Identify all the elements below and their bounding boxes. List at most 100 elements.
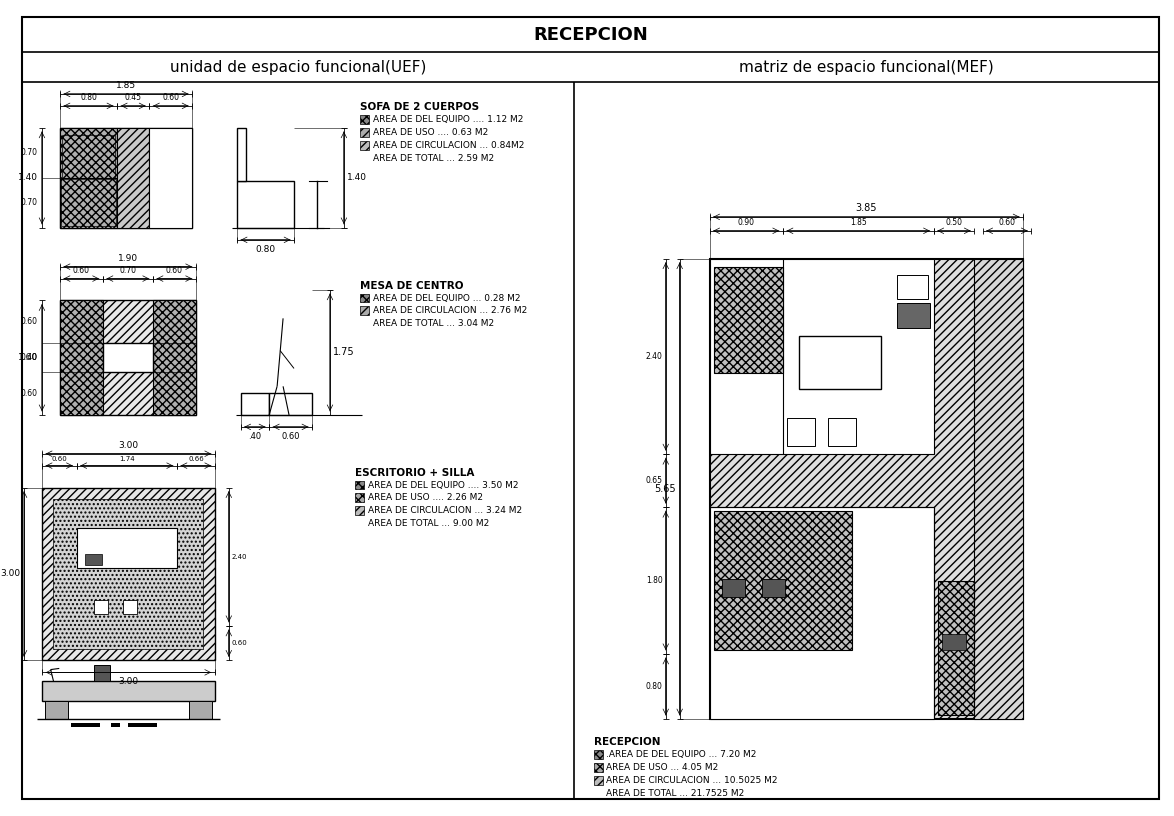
Text: matriz de espacio funcional(MEF): matriz de espacio funcional(MEF) <box>738 60 993 74</box>
Circle shape <box>946 681 966 700</box>
Text: 1.60: 1.60 <box>18 353 38 362</box>
Bar <box>54 499 203 649</box>
Bar <box>70 723 100 727</box>
Bar <box>355 507 364 516</box>
Bar <box>42 681 215 701</box>
Bar <box>112 723 120 727</box>
Text: 1.74: 1.74 <box>119 455 135 462</box>
Bar <box>94 665 110 681</box>
Text: 5.65: 5.65 <box>654 484 676 494</box>
Text: 0.80: 0.80 <box>80 93 97 102</box>
Bar <box>237 128 245 181</box>
Text: RECEPCION: RECEPCION <box>594 737 660 747</box>
Circle shape <box>310 166 324 180</box>
Bar <box>153 300 196 415</box>
Bar <box>942 633 966 650</box>
Text: 1.85: 1.85 <box>850 218 866 227</box>
Text: AREA DE USO ... 4.05 M2: AREA DE USO ... 4.05 M2 <box>607 763 718 772</box>
Bar <box>762 579 785 596</box>
Text: 0.60: 0.60 <box>73 266 90 275</box>
Text: 3.85: 3.85 <box>856 203 877 213</box>
Bar <box>360 307 369 315</box>
Text: 1.40: 1.40 <box>346 173 367 182</box>
Bar <box>714 512 852 650</box>
Text: unidad de espacio funcional(UEF): unidad de espacio funcional(UEF) <box>170 60 426 74</box>
Text: AREA DE TOTAL ... 3.04 M2: AREA DE TOTAL ... 3.04 M2 <box>373 319 494 328</box>
Text: 0.80: 0.80 <box>256 245 276 254</box>
Bar <box>787 418 816 446</box>
Circle shape <box>76 665 88 676</box>
Bar <box>799 336 880 389</box>
Text: 3.00: 3.00 <box>0 570 20 579</box>
Text: 0.80: 0.80 <box>646 682 663 691</box>
Bar <box>360 128 369 136</box>
Text: 0.60: 0.60 <box>21 389 38 398</box>
Bar <box>269 393 312 415</box>
Text: 0.90: 0.90 <box>737 218 755 227</box>
Text: 0.66: 0.66 <box>188 455 204 462</box>
Text: AREA DE DEL EQUIPO .... 1.12 M2: AREA DE DEL EQUIPO .... 1.12 M2 <box>373 115 524 124</box>
Text: 1.75: 1.75 <box>333 348 355 357</box>
Circle shape <box>789 611 809 631</box>
Text: AREA DE TOTAL ... 2.59 M2: AREA DE TOTAL ... 2.59 M2 <box>373 153 494 162</box>
Text: 0.50: 0.50 <box>945 218 963 227</box>
Bar <box>355 481 364 490</box>
Bar <box>897 275 927 299</box>
Text: AREA DE TOTAL ... 21.7525 M2: AREA DE TOTAL ... 21.7525 M2 <box>607 788 744 798</box>
Text: 1.85: 1.85 <box>116 81 136 90</box>
Text: 2.40: 2.40 <box>646 352 663 361</box>
Bar <box>60 300 103 415</box>
Text: 1.40: 1.40 <box>18 173 38 182</box>
Bar <box>897 304 930 328</box>
Text: 0.45: 0.45 <box>124 93 142 102</box>
Text: 3.00: 3.00 <box>119 441 139 450</box>
Bar <box>938 580 974 715</box>
Bar <box>62 135 115 178</box>
Circle shape <box>275 306 288 321</box>
Bar <box>237 181 295 228</box>
Bar <box>709 508 933 719</box>
Bar <box>128 723 157 727</box>
Bar <box>722 579 744 596</box>
Text: 0.60: 0.60 <box>162 93 180 102</box>
Text: AREA DE TOTAL ... 9.00 M2: AREA DE TOTAL ... 9.00 M2 <box>367 519 490 528</box>
Bar <box>149 128 193 228</box>
Circle shape <box>908 330 927 350</box>
Bar <box>60 300 196 415</box>
Text: 0.60: 0.60 <box>231 641 248 646</box>
Bar <box>60 128 117 228</box>
Bar <box>61 180 116 227</box>
Bar <box>94 600 108 614</box>
Bar <box>60 128 193 228</box>
Bar <box>103 344 153 372</box>
Text: AREA DE CIRCULACION ... 3.24 M2: AREA DE CIRCULACION ... 3.24 M2 <box>367 507 522 516</box>
Text: 0.70: 0.70 <box>21 198 38 207</box>
Bar <box>42 487 215 660</box>
Circle shape <box>158 575 180 596</box>
Text: 0.60: 0.60 <box>21 317 38 326</box>
Bar <box>360 115 369 124</box>
Text: MESA DE CENTRO: MESA DE CENTRO <box>360 281 464 290</box>
Bar <box>355 494 364 503</box>
Text: SOFA DE 2 CUERPOS: SOFA DE 2 CUERPOS <box>360 102 479 112</box>
Bar <box>594 750 602 759</box>
Circle shape <box>722 656 775 708</box>
Bar <box>86 554 102 565</box>
Bar <box>117 128 149 228</box>
Text: 0.40: 0.40 <box>21 353 38 362</box>
Text: AREA DE CIRCULACION ... 2.76 M2: AREA DE CIRCULACION ... 2.76 M2 <box>373 307 527 316</box>
Text: AREA DE DEL EQUIPO ... 0.28 M2: AREA DE DEL EQUIPO ... 0.28 M2 <box>373 294 520 303</box>
Text: AREA DE DEL EQUIPO .... 3.50 M2: AREA DE DEL EQUIPO .... 3.50 M2 <box>367 481 519 490</box>
Text: ESCRITORIO + SILLA: ESCRITORIO + SILLA <box>355 468 474 477</box>
Text: 0.60: 0.60 <box>52 455 67 462</box>
Bar <box>974 259 1024 719</box>
Bar <box>828 418 856 446</box>
Text: 0.60: 0.60 <box>282 432 299 441</box>
Text: AREA DE USO .... 2.26 M2: AREA DE USO .... 2.26 M2 <box>367 494 483 503</box>
Text: 1.80: 1.80 <box>646 576 663 585</box>
Bar <box>594 776 602 785</box>
Text: .AREA DE DEL EQUIPO ... 7.20 M2: .AREA DE DEL EQUIPO ... 7.20 M2 <box>607 750 757 759</box>
Bar <box>714 267 783 373</box>
Text: 1.90: 1.90 <box>117 254 137 263</box>
Bar <box>360 294 369 303</box>
